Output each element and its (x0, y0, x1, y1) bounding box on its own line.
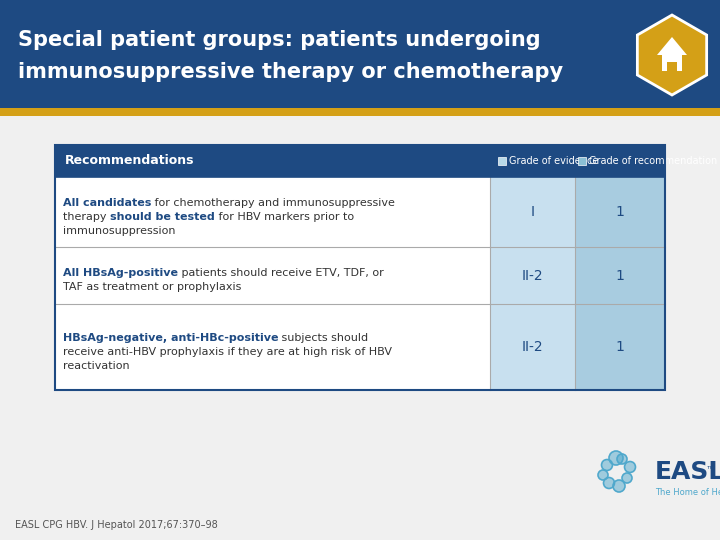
Bar (490, 247, 575, 304)
Circle shape (613, 480, 625, 492)
Circle shape (624, 462, 636, 472)
Circle shape (617, 454, 627, 464)
Bar (575, 177, 665, 247)
Bar (498, 157, 506, 165)
Bar (55, 145, 665, 390)
Bar (490, 304, 575, 390)
Bar (55, 145, 665, 390)
Text: II-2: II-2 (522, 268, 544, 282)
Bar (662, 55, 682, 71)
Text: ™: ™ (706, 464, 716, 474)
Bar (55, 304, 490, 390)
Text: 1: 1 (616, 268, 624, 282)
Text: Grade of evidence: Grade of evidence (509, 156, 598, 166)
Text: I: I (531, 205, 534, 219)
Bar (578, 157, 586, 165)
Text: reactivation: reactivation (63, 361, 130, 371)
Bar (55, 145, 665, 177)
Text: 1: 1 (616, 205, 624, 219)
Text: HBsAg-negative, anti-HBc-positive: HBsAg-negative, anti-HBc-positive (63, 333, 279, 343)
Bar (575, 304, 665, 390)
Bar (0, 108, 720, 116)
Circle shape (601, 460, 613, 470)
Bar (55, 177, 490, 247)
Text: All HBsAg-positive: All HBsAg-positive (63, 268, 178, 279)
Circle shape (603, 477, 614, 489)
Text: therapy: therapy (63, 212, 110, 222)
Text: should be tested: should be tested (110, 212, 215, 222)
Text: All candidates: All candidates (63, 198, 151, 208)
Polygon shape (637, 15, 706, 95)
Text: EASL CPG HBV. J Hepatol 2017;67:370–98: EASL CPG HBV. J Hepatol 2017;67:370–98 (15, 520, 217, 530)
Text: TAF as treatment or prophylaxis: TAF as treatment or prophylaxis (63, 282, 241, 293)
Text: immunosuppression: immunosuppression (63, 226, 176, 236)
Polygon shape (657, 37, 687, 55)
Text: receive anti-HBV prophylaxis if they are at high risk of HBV: receive anti-HBV prophylaxis if they are… (63, 347, 392, 357)
Bar (55, 247, 490, 304)
Bar (667, 62, 677, 71)
Circle shape (598, 470, 608, 480)
Text: patients should receive ETV, TDF, or: patients should receive ETV, TDF, or (178, 268, 384, 279)
Circle shape (622, 473, 632, 483)
Text: Grade of recommendation: Grade of recommendation (589, 156, 717, 166)
Circle shape (609, 451, 623, 465)
Bar (0, 0, 720, 108)
Text: for HBV markers prior to: for HBV markers prior to (215, 212, 354, 222)
Bar (490, 177, 575, 247)
Text: The Home of Hepatology: The Home of Hepatology (655, 488, 720, 497)
Text: 1: 1 (616, 340, 624, 354)
Bar (575, 247, 665, 304)
Text: subjects should: subjects should (279, 333, 369, 343)
Text: for chemotherapy and immunosuppressive: for chemotherapy and immunosuppressive (151, 198, 395, 208)
Text: EASL: EASL (655, 460, 720, 484)
Text: immunosuppressive therapy or chemotherapy: immunosuppressive therapy or chemotherap… (18, 62, 563, 82)
Text: Recommendations: Recommendations (65, 154, 194, 167)
Text: II-2: II-2 (522, 340, 544, 354)
Text: Special patient groups: patients undergoing: Special patient groups: patients undergo… (18, 30, 541, 50)
